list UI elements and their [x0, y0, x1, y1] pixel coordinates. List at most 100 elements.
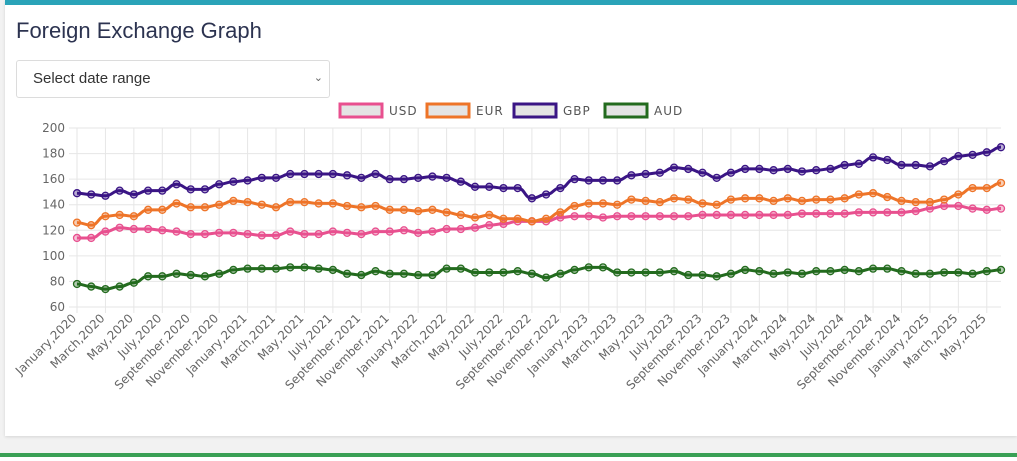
data-point-gbp	[442, 173, 451, 183]
legend-label-gbp: GBP	[563, 104, 591, 118]
data-point-usd	[641, 212, 650, 221]
data-point-gbp	[286, 169, 295, 179]
data-point-eur	[584, 199, 593, 208]
data-point-gbp	[755, 164, 764, 174]
data-point-usd	[186, 229, 195, 239]
data-point-usd	[129, 224, 139, 234]
data-point-aud	[342, 269, 352, 278]
data-point-eur	[911, 198, 920, 207]
legend-label-eur: EUR	[476, 104, 504, 118]
data-point-eur	[925, 198, 935, 207]
data-point-usd	[911, 206, 920, 216]
data-point-gbp	[215, 180, 224, 189]
data-point-usd	[996, 204, 1006, 213]
data-point-usd	[371, 227, 380, 236]
data-point-gbp	[584, 176, 593, 185]
data-point-gbp	[783, 164, 792, 174]
data-point-gbp	[243, 176, 252, 185]
data-point-usd	[698, 210, 707, 220]
data-point-eur	[470, 213, 480, 222]
data-point-eur	[513, 214, 522, 223]
data-point-eur	[271, 203, 281, 212]
data-point-usd	[286, 227, 295, 236]
data-point-eur	[385, 205, 394, 214]
data-point-aud	[271, 264, 281, 273]
y-tick-label: 100	[42, 249, 65, 263]
series-line-eur	[76, 181, 1002, 227]
data-point-aud	[257, 264, 266, 273]
data-point-aud	[172, 269, 181, 278]
data-point-eur	[868, 189, 878, 198]
data-point-aud	[655, 268, 664, 277]
data-point-eur	[143, 205, 153, 214]
data-point-eur	[158, 205, 167, 214]
data-point-gbp	[911, 160, 920, 170]
data-point-aud	[229, 265, 238, 275]
date-range-placeholder: Select date range	[33, 70, 151, 87]
data-point-eur	[87, 221, 96, 230]
data-point-gbp	[513, 183, 522, 193]
data-point-aud	[769, 269, 778, 278]
data-point-gbp	[129, 190, 139, 199]
data-point-usd	[954, 201, 963, 211]
data-point-usd	[584, 212, 593, 221]
data-point-usd	[115, 223, 124, 232]
data-point-gbp	[328, 169, 338, 179]
legend-swatch-gbp	[512, 102, 558, 119]
data-point-usd	[783, 210, 792, 220]
data-point-gbp	[613, 176, 622, 185]
data-point-usd	[414, 228, 423, 237]
data-point-gbp	[314, 169, 323, 179]
data-point-usd	[470, 223, 480, 232]
data-point-usd	[456, 224, 465, 234]
data-point-gbp	[342, 171, 352, 180]
data-point-eur	[783, 194, 792, 203]
data-point-gbp	[158, 186, 167, 195]
data-point-usd	[428, 227, 437, 236]
data-point-gbp	[982, 148, 991, 157]
data-point-usd	[385, 227, 394, 236]
data-point-gbp	[200, 185, 210, 194]
data-point-aud	[556, 269, 565, 278]
data-point-aud	[783, 268, 792, 277]
data-point-eur	[698, 199, 707, 208]
data-point-gbp	[698, 168, 707, 177]
data-point-aud	[115, 282, 124, 291]
data-point-eur	[826, 195, 835, 204]
data-point-eur	[399, 205, 409, 214]
data-point-gbp	[357, 173, 366, 183]
data-point-gbp	[868, 153, 878, 162]
data-point-eur	[897, 196, 906, 206]
legend-swatch-usd	[338, 102, 384, 119]
data-point-eur	[939, 195, 949, 204]
data-point-aud	[698, 270, 707, 280]
data-point-aud	[840, 265, 849, 275]
data-point-eur	[229, 196, 238, 206]
data-point-eur	[883, 192, 892, 202]
data-point-gbp	[854, 159, 863, 168]
data-point-eur	[797, 196, 807, 206]
data-point-usd	[812, 209, 821, 218]
data-point-gbp	[925, 162, 935, 171]
date-range-select[interactable]: Select date range ⌄	[16, 60, 330, 98]
data-point-gbp	[812, 166, 821, 175]
data-point-aud	[925, 269, 935, 278]
data-point-eur	[527, 217, 537, 226]
data-point-aud	[897, 267, 906, 276]
data-point-usd	[399, 226, 409, 235]
data-point-aud	[883, 264, 892, 273]
legend-swatch-aud	[603, 102, 649, 119]
data-point-eur	[485, 210, 494, 220]
data-point-eur	[456, 210, 465, 220]
data-point-eur	[812, 195, 821, 204]
data-point-aud	[186, 270, 195, 280]
data-point-usd	[300, 229, 309, 239]
data-point-eur	[740, 194, 750, 203]
data-point-eur	[669, 194, 679, 203]
data-point-usd	[883, 208, 892, 217]
data-point-eur	[769, 196, 778, 206]
data-point-eur	[641, 196, 650, 206]
data-point-eur	[101, 212, 110, 221]
data-point-aud	[968, 269, 977, 278]
data-point-usd	[655, 212, 664, 221]
